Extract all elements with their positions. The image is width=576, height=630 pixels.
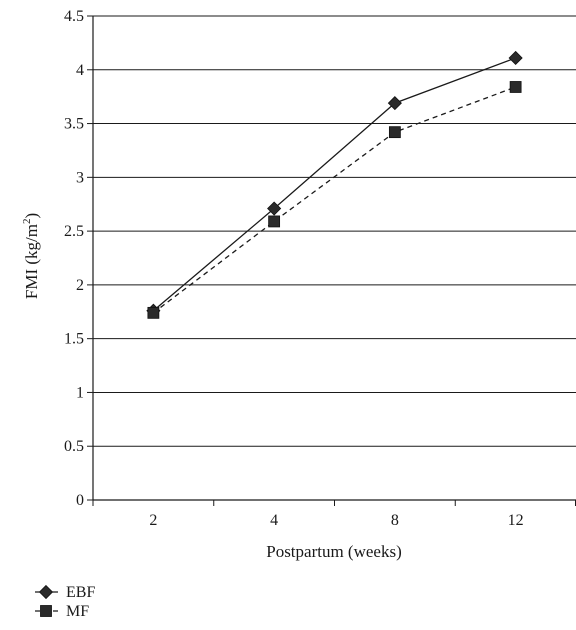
axes (92, 16, 576, 501)
data-point-mf (147, 306, 160, 319)
y-axis-ticks: 0 0.5 1 1.5 2 2.5 3 3.5 4 4.5 (64, 8, 93, 509)
y-tick-label: 4.5 (64, 8, 84, 25)
y-tick-label: 2.5 (64, 223, 84, 240)
legend-label-ebf: EBF (66, 584, 95, 601)
data-point-ebf (508, 50, 523, 66)
gridlines (93, 15, 576, 447)
data-point-ebf (267, 201, 282, 216)
y-tick-label: 0 (76, 492, 84, 509)
x-tick-label: 12 (508, 512, 524, 529)
y-tick-label: 1.5 (64, 331, 84, 348)
y-tick-label: 2 (76, 277, 84, 294)
y-tick-label: 4 (76, 62, 84, 79)
legend-marker-ebf (38, 584, 54, 600)
series-layer (146, 50, 523, 319)
legend-marker-mf (40, 605, 52, 617)
legend-label-mf: MF (66, 603, 89, 620)
y-axis-title-superscript: 2 (21, 219, 33, 225)
x-axis-title: Postpartum (weeks) (266, 542, 402, 561)
data-point-ebf (387, 96, 402, 111)
x-axis-ticks: 2 4 8 12 (92, 500, 576, 529)
y-tick-label: 0.5 (64, 438, 84, 455)
y-axis-title-prefix: FMI (kg/m (22, 224, 41, 299)
x-tick-label: 8 (391, 512, 399, 529)
y-tick-label: 3.5 (64, 116, 84, 133)
x-tick-label: 2 (149, 512, 157, 529)
x-tick-label: 4 (270, 512, 278, 529)
y-axis-title: FMI (kg/m2) (21, 213, 41, 299)
data-point-mf (509, 81, 522, 93)
y-tick-label: 1 (76, 384, 84, 401)
y-axis-title-suffix: ) (22, 213, 41, 219)
series-line-ebf (152, 57, 516, 312)
legend: EBF MF (35, 584, 95, 620)
data-point-mf (388, 126, 401, 139)
series-line-mf (152, 86, 516, 314)
y-tick-label: 3 (76, 169, 84, 186)
data-point-mf (268, 215, 281, 228)
